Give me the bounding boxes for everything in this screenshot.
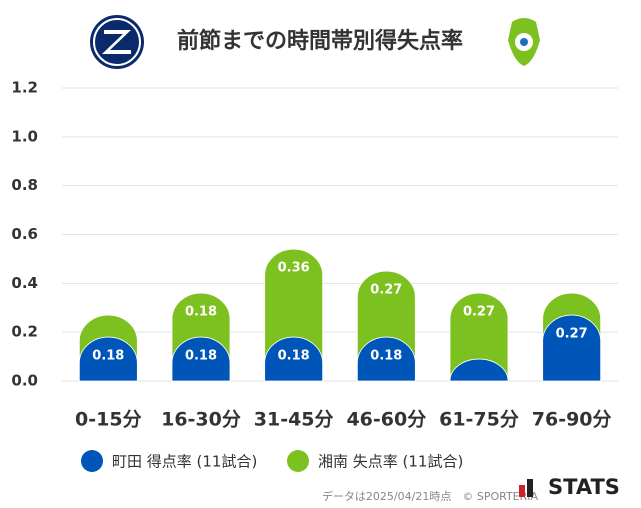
y-tick-label: 0.4: [11, 274, 38, 292]
x-tick-label: 61-75分: [439, 409, 519, 431]
bar-segment: [264, 336, 324, 382]
data-label: 0.36: [278, 261, 310, 276]
data-label: 0.18: [92, 349, 124, 364]
x-tick-label: 76-90分: [532, 409, 612, 431]
data-label: 0.27: [370, 283, 402, 298]
legend-marker: [287, 450, 309, 472]
bar-segment: [449, 292, 509, 382]
brand-icon: [527, 479, 533, 497]
x-tick-label: 0-15分: [75, 409, 142, 431]
away-logo: [508, 18, 540, 66]
y-tick-label: 1.2: [11, 79, 38, 97]
y-tick-label: 0.6: [11, 225, 38, 243]
y-tick-label: 1.0: [11, 127, 38, 145]
footer: データは2025/04/21時点 © SPORTERIA: [322, 489, 539, 503]
y-tick-label: 0.0: [11, 372, 38, 390]
bar-segment: [171, 336, 231, 382]
y-tick-label: 0.8: [11, 176, 38, 194]
chart-title: 前節までの時間帯別得失点率: [177, 28, 463, 54]
data-label: 0.27: [556, 327, 588, 342]
legend-label: 町田 得点率 (11試合): [112, 453, 257, 471]
x-tick-label: 46-60分: [346, 409, 426, 431]
bar-segment: [78, 336, 138, 382]
home-logo: [90, 15, 144, 69]
data-label: 0.27: [463, 305, 495, 320]
brand-icon: [519, 485, 525, 497]
data-label: 0.18: [370, 349, 402, 364]
brand: STATS: [548, 475, 620, 499]
legend-label: 湘南 失点率 (11試合): [318, 453, 463, 471]
bar-segment: [356, 336, 416, 382]
x-tick-label: 16-30分: [161, 409, 241, 431]
bar-segment: [542, 314, 602, 382]
legend-marker: [81, 450, 103, 472]
data-label: 0.18: [278, 349, 310, 364]
data-label: 0.18: [185, 349, 217, 364]
data-label: 0.18: [185, 305, 217, 320]
bar-segment: [449, 358, 509, 382]
x-tick-label: 31-45分: [254, 409, 334, 431]
y-tick-label: 0.2: [11, 323, 38, 341]
